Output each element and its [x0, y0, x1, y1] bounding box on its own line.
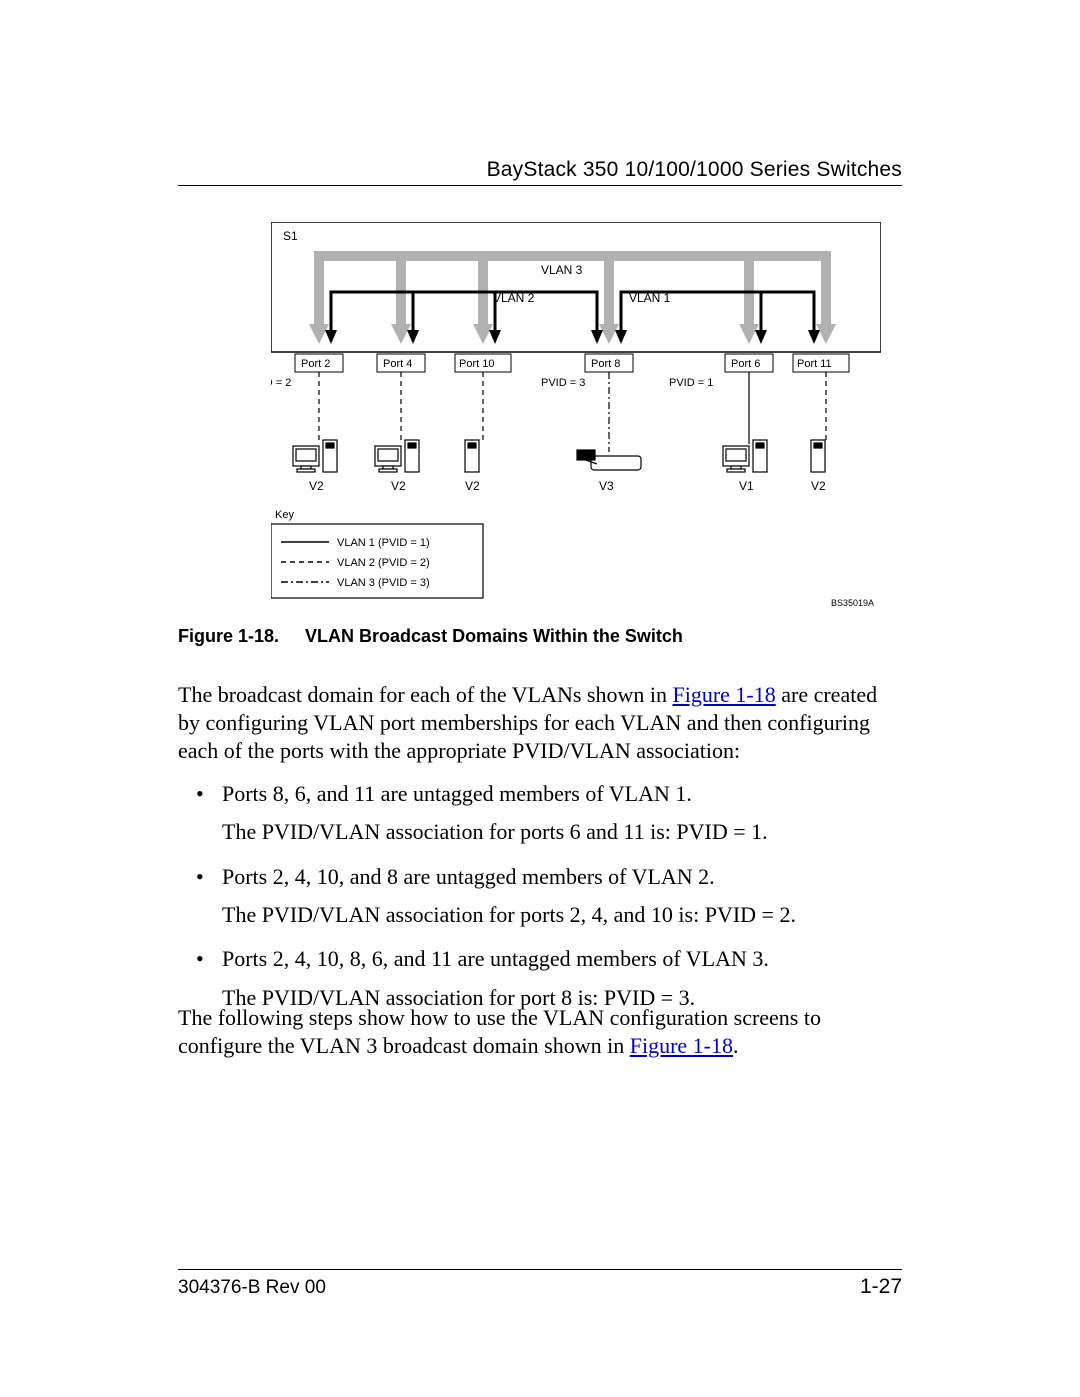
paragraph-following-steps: The following steps show how to use the … — [178, 1004, 902, 1060]
bullet-item-3: Ports 2, 4, 10, 8, 6, and 11 are untagge… — [178, 944, 902, 1013]
port-boxes: Port 2 Port 4 Port 10 Port 8 Port 6 Port… — [295, 354, 849, 372]
svg-text:Port 2: Port 2 — [301, 358, 330, 370]
key-title: Key — [275, 509, 294, 521]
header-rule — [178, 185, 902, 186]
svg-text:Port 4: Port 4 — [383, 358, 412, 370]
svg-text:Port 6: Port 6 — [731, 358, 760, 370]
vlan2-label: VLAN 2 — [493, 291, 535, 305]
svg-text:VLAN 2 (PVID = 2): VLAN 2 (PVID = 2) — [337, 557, 430, 569]
svg-text:Port 8: Port 8 — [591, 358, 620, 370]
svg-text:V1: V1 — [739, 479, 754, 493]
b2b: The PVID/VLAN association for ports 2, 4… — [222, 900, 902, 930]
header-product-line: BayStack 350 10/100/1000 Series Switches — [487, 158, 902, 182]
vlan1-label: VLAN 1 — [629, 291, 671, 305]
b3a: Ports 2, 4, 10, 8, 6, and 11 are untagge… — [222, 946, 769, 971]
paragraph-intro: The broadcast domain for each of the VLA… — [178, 681, 902, 765]
figure-ref-link[interactable]: Figure 1-18 — [672, 682, 775, 707]
figure-caption: Figure 1-18. VLAN Broadcast Domains Withi… — [178, 626, 683, 647]
switch-label: S1 — [283, 229, 298, 243]
svg-text:VLAN 3 (PVID = 3): VLAN 3 (PVID = 3) — [337, 577, 430, 589]
pvid-labels: PVID = 2 PVID = 3 PVID = 1 — [271, 377, 713, 389]
pvid-2-label: PVID = 2 — [271, 377, 291, 389]
figure-caption-title: VLAN Broadcast Domains Within the Switch — [305, 626, 683, 646]
para1-pre: The broadcast domain for each of the VLA… — [178, 682, 672, 707]
svg-text:VLAN 1 (PVID = 1): VLAN 1 (PVID = 1) — [337, 537, 430, 549]
bullet-item-1: Ports 8, 6, and 11 are untagged members … — [178, 779, 902, 848]
b1b: The PVID/VLAN association for ports 6 an… — [222, 817, 902, 847]
key-entries: VLAN 1 (PVID = 1) VLAN 2 (PVID = 2) VLAN… — [281, 537, 430, 589]
svg-text:V3: V3 — [599, 479, 614, 493]
svg-text:V2: V2 — [309, 479, 324, 493]
device-4 — [723, 440, 767, 472]
figure-caption-num: Figure 1-18. — [178, 626, 279, 646]
footer-page-number: 1-27 — [860, 1275, 902, 1299]
figure-ref-code: BS35019A — [831, 598, 874, 608]
device-3 — [577, 450, 641, 470]
figure-ref-link-2[interactable]: Figure 1-18 — [630, 1033, 733, 1058]
b2a: Ports 2, 4, 10, and 8 are untagged membe… — [222, 864, 715, 889]
svg-text:V2: V2 — [391, 479, 406, 493]
devices — [293, 440, 825, 472]
device-0 — [293, 440, 337, 472]
page: BayStack 350 10/100/1000 Series Switches… — [0, 0, 1080, 1397]
pvid-1-label: PVID = 1 — [669, 377, 713, 389]
footer-doc-id: 304376-B Rev 00 — [178, 1277, 326, 1299]
svg-text:V2: V2 — [465, 479, 480, 493]
device-labels: V2 V2 V2 V3 V1 V2 — [309, 479, 826, 493]
bullet-list: Ports 8, 6, and 11 are untagged members … — [178, 779, 902, 1027]
footer-rule — [178, 1269, 902, 1270]
svg-text:Port 10: Port 10 — [459, 358, 494, 370]
pvid-3-label: PVID = 3 — [541, 377, 585, 389]
vlan3-label: VLAN 3 — [541, 263, 583, 277]
switch-box — [271, 222, 881, 352]
svg-text:Port 11: Port 11 — [797, 358, 832, 370]
b1a: Ports 8, 6, and 11 are untagged members … — [222, 781, 692, 806]
bullet-item-2: Ports 2, 4, 10, and 8 are untagged membe… — [178, 862, 902, 931]
device-5 — [811, 440, 825, 472]
svg-text:V2: V2 — [811, 479, 826, 493]
device-1 — [375, 440, 419, 472]
figure-vlan-broadcast-domains: S1 VLAN 3 — [271, 222, 881, 622]
para2-post: . — [733, 1033, 739, 1058]
device-2 — [465, 440, 479, 472]
